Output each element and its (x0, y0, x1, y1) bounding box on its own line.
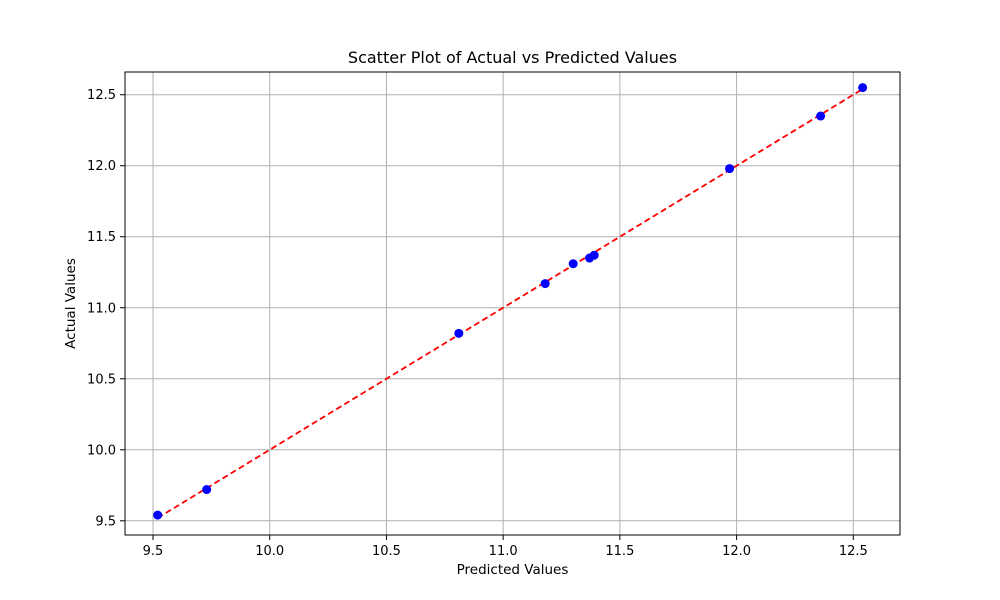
data-point (858, 83, 868, 93)
x-tick-label: 12.5 (839, 544, 868, 559)
y-axis-label: Actual Values (63, 258, 79, 349)
y-tick-label: 10.5 (87, 372, 116, 387)
y-tick-label: 12.5 (87, 88, 116, 103)
x-tick-label: 10.5 (372, 544, 401, 559)
y-tick-label: 12.0 (87, 159, 116, 174)
x-tick-label: 12.0 (722, 544, 751, 559)
plot-frame (124, 71, 901, 536)
data-point (454, 328, 464, 338)
x-tick-label: 11.5 (605, 544, 634, 559)
data-point (153, 510, 163, 520)
x-tick-label: 10.0 (255, 544, 284, 559)
reference-line-layer (157, 88, 864, 519)
y-tick-label: 11.5 (87, 230, 116, 245)
data-point (540, 279, 550, 289)
x-tick-label: 9.5 (143, 544, 164, 559)
grid (125, 72, 900, 535)
data-point (568, 259, 578, 269)
reference-line (157, 88, 864, 519)
x-tick-label: 11.0 (489, 544, 518, 559)
chart-title: Scatter Plot of Actual vs Predicted Valu… (348, 48, 677, 67)
y-tick-label: 9.5 (95, 514, 116, 529)
x-axis-label: Predicted Values (457, 562, 569, 578)
data-point (589, 250, 599, 260)
data-point (816, 111, 826, 121)
y-tick-label: 11.0 (87, 301, 116, 316)
ticks: 9.5 10.0 10.5 11.0 11.5 12.0 12.5 9.5 10.0 10.5 11… (87, 88, 868, 559)
data-point (202, 485, 212, 495)
y-tick-label: 10.0 (87, 443, 116, 458)
data-point (725, 164, 735, 174)
points-layer (153, 83, 868, 520)
